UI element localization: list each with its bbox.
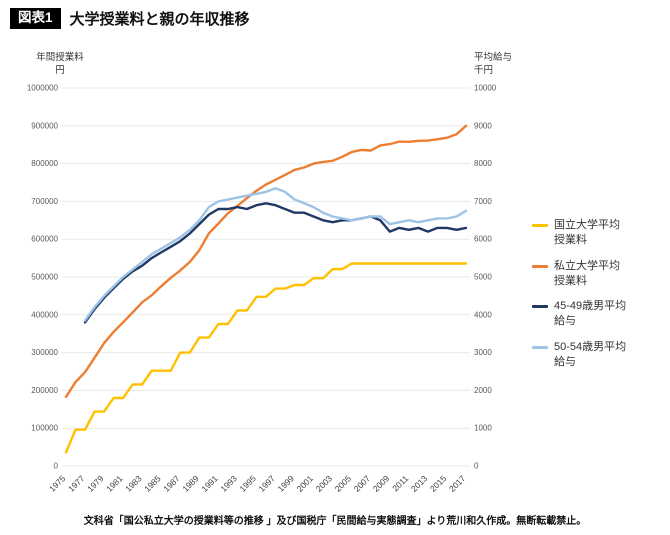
svg-text:1000000: 1000000 <box>27 84 59 93</box>
svg-text:700000: 700000 <box>31 197 58 206</box>
svg-text:2007: 2007 <box>352 473 373 494</box>
svg-text:500000: 500000 <box>31 273 58 282</box>
svg-text:5000: 5000 <box>474 273 492 282</box>
svg-text:900000: 900000 <box>31 121 58 130</box>
legend-label: 50-54歳男平均給与 <box>554 341 627 368</box>
legend-marker-male-45-49 <box>532 305 548 309</box>
svg-text:2011: 2011 <box>390 473 410 493</box>
legend-item: 50-54歳男平均給与 <box>532 340 630 370</box>
svg-text:7000: 7000 <box>474 197 492 206</box>
figure-badge: 図表1 <box>10 8 61 29</box>
svg-text:2003: 2003 <box>314 473 335 494</box>
svg-text:3000: 3000 <box>474 348 492 357</box>
svg-text:1993: 1993 <box>218 473 239 494</box>
svg-text:1987: 1987 <box>161 473 182 494</box>
svg-text:600000: 600000 <box>31 235 58 244</box>
svg-text:1999: 1999 <box>276 473 297 494</box>
svg-text:0: 0 <box>474 462 479 471</box>
svg-text:2000: 2000 <box>474 386 492 395</box>
svg-text:2013: 2013 <box>409 473 430 494</box>
legend-item: 私立大学平均授業料 <box>532 259 630 289</box>
svg-text:4000: 4000 <box>474 310 492 319</box>
svg-text:1997: 1997 <box>256 473 277 494</box>
svg-text:200000: 200000 <box>31 386 58 395</box>
source-note: 文科省「国公私立大学の授業料等の推移 」及び国税庁「民間給与実態調査」より荒川和… <box>83 516 587 527</box>
svg-text:1975: 1975 <box>47 473 68 494</box>
svg-text:300000: 300000 <box>31 348 58 357</box>
svg-text:6000: 6000 <box>474 235 492 244</box>
legend-marker-private-tuition <box>532 264 548 268</box>
chart-header: 図表1 大学授業料と親の年収推移 <box>10 8 250 29</box>
y-axis-title-right: 平均給与 千円 <box>474 52 513 76</box>
svg-text:1979: 1979 <box>85 473 106 494</box>
svg-text:2005: 2005 <box>333 473 354 494</box>
svg-text:1985: 1985 <box>142 473 163 494</box>
svg-text:400000: 400000 <box>31 310 58 319</box>
legend-marker-male-50-54 <box>532 346 548 350</box>
y-axis-title-left: 年間授業料 円 <box>36 52 84 76</box>
chart-area: 0 100000 200000 300000 400000 500000 600000 700… <box>0 40 510 520</box>
legend-marker-national-tuition <box>532 224 548 227</box>
svg-text:800000: 800000 <box>31 159 58 168</box>
svg-text:2015: 2015 <box>428 473 449 494</box>
svg-text:2009: 2009 <box>371 473 392 494</box>
legend-item: 国立大学平均授業料 <box>532 218 630 248</box>
svg-text:10000: 10000 <box>474 84 497 93</box>
chart-plot: 0100000200000300000400000500000600000700… <box>27 84 497 494</box>
svg-text:100000: 100000 <box>31 424 58 433</box>
chart-legend: 国立大学平均授業料 私立大学平均授業料 45-49歳男平均給与 50-54歳男平… <box>532 218 630 370</box>
legend-label: 国立大学平均授業料 <box>554 219 620 246</box>
svg-text:2017: 2017 <box>447 473 468 494</box>
page-title: 大学授業料と親の年収推移 <box>69 11 250 28</box>
legend-label: 45-49歳男平均給与 <box>554 300 627 328</box>
svg-text:0: 0 <box>54 462 59 471</box>
svg-text:1991: 1991 <box>199 473 220 494</box>
svg-text:1983: 1983 <box>123 473 144 494</box>
svg-text:1977: 1977 <box>66 473 87 494</box>
svg-text:1981: 1981 <box>104 473 125 494</box>
legend-item: 45-49歳男平均給与 <box>532 299 630 329</box>
svg-text:9000: 9000 <box>474 121 492 130</box>
legend-label: 私立大学平均授業料 <box>554 259 620 287</box>
svg-text:1995: 1995 <box>237 473 258 494</box>
svg-text:2001: 2001 <box>295 473 316 494</box>
svg-text:1989: 1989 <box>180 473 201 494</box>
svg-text:1000: 1000 <box>474 424 492 433</box>
svg-text:8000: 8000 <box>474 159 492 168</box>
